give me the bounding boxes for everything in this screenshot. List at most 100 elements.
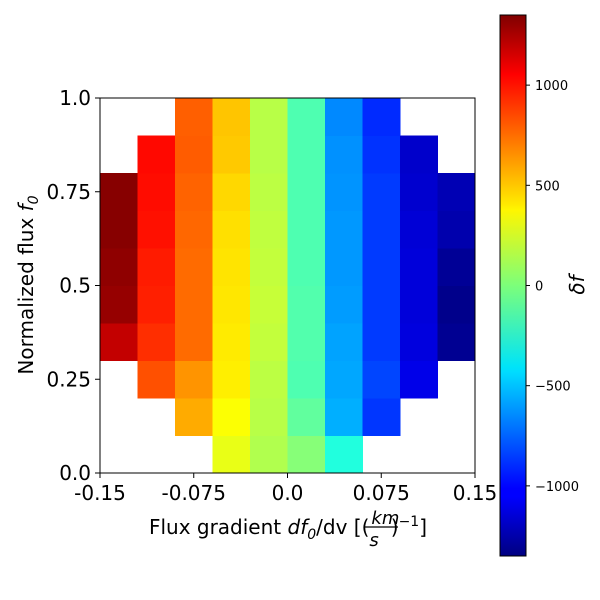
heatmap-cell [400,248,438,286]
colorbar-tick-label: −1000 [535,480,579,495]
colorbar [499,14,527,557]
heatmap-cell [100,285,138,324]
heatmap-cell [250,435,288,474]
heatmap-cell [400,210,438,249]
heatmap-cell [362,248,401,286]
heatmap-cell [100,323,138,361]
heatmap-cell [325,360,363,399]
heatmap-cell [250,173,288,211]
heatmap-cell [400,360,438,399]
heatmap-cell [437,173,476,211]
heatmap-cell [400,323,438,361]
colorbar-ticks: −1000 −500 0 500 1000 [526,79,579,495]
heatmap-cell [100,173,138,211]
y-tick-label: 0.5 [59,274,91,298]
heatmap-cell [362,398,401,436]
x-axis: -0.15 -0.075 0.0 0.075 0.15 [74,473,497,505]
heatmap-cell [325,248,363,286]
heatmap-cell [175,398,213,436]
heatmap-cell [325,398,363,436]
heatmap-cell [137,360,176,399]
y-tick-label: 0.0 [59,461,91,485]
heatmap-cell [250,248,288,286]
heatmap-cell [137,173,176,211]
heatmap-cell [437,248,476,286]
x-tick-label: 0.0 [272,481,304,505]
heatmap-cell [137,210,176,249]
heatmap-cell [325,135,363,174]
heatmap-cell [250,135,288,174]
heatmap-cell [287,98,326,136]
heatmap-cell [325,98,363,136]
heatmap-cell [362,98,401,136]
heatmap-cell [212,398,251,436]
y-axis: 0.0 0.25 0.5 0.75 1.0 [46,86,100,485]
heatmap-cell [437,323,476,361]
heatmap-cell [212,173,251,211]
heatmap-cell [325,323,363,361]
heatmap-cell [287,210,326,249]
heatmap-cell [175,210,213,249]
heatmap-cell [362,285,401,324]
heatmap-cell [100,248,138,286]
heatmap-cell [137,285,176,324]
heatmap-cell [212,323,251,361]
heatmap-cell [250,98,288,136]
heatmap-cell [362,135,401,174]
heatmap-cell [400,173,438,211]
colorbar-tick-label: 1000 [535,79,568,94]
heatmap-cell [287,435,326,474]
heatmap-cell [287,323,326,361]
heatmap-cell [325,435,363,474]
x-tick-label: -0.075 [162,481,226,505]
heatmap-cell [212,210,251,249]
heatmap-cell [437,210,476,249]
x-tick-label: 0.15 [453,481,498,505]
colorbar-tick-label: −500 [535,380,571,395]
heatmap-cell [400,135,438,174]
heatmap-cell [212,248,251,286]
heatmap-cell [212,360,251,399]
y-tick-label: 0.25 [46,367,91,391]
heatmap-cell [175,98,213,136]
heatmap-cell [250,398,288,436]
heatmap-cell [175,173,213,211]
y-axis-label: Normalized flux f0 [14,195,42,374]
heatmap-cell [137,248,176,286]
heatmap-cell [325,173,363,211]
heatmap-cell [175,285,213,324]
heatmap-cell [212,435,251,474]
colorbar-tick-label: 0 [535,280,543,295]
colorbar-label: δf [565,272,589,294]
x-tick-label: -0.15 [74,481,126,505]
heatmap-cell [137,323,176,361]
heatmap-cell [400,285,438,324]
heatmap-cell [175,135,213,174]
heatmap-cell [212,98,251,136]
heatmap-cell [250,285,288,324]
heatmap-cell [137,135,176,174]
heatmap-cell [325,285,363,324]
heatmap-cell [175,360,213,399]
heatmap-cell [287,173,326,211]
heatmap-cell [100,210,138,249]
heatmap-cell [212,135,251,174]
heatmap-cell [250,323,288,361]
heatmap-cell [437,285,476,324]
heatmap-cell [325,210,363,249]
y-tick-label: 1.0 [59,86,91,110]
heatmap-cell [362,210,401,249]
heatmap-cell [362,173,401,211]
y-tick-label: 0.75 [46,180,91,204]
x-tick-label: 0.075 [353,481,410,505]
heatmap-cells [100,98,476,474]
heatmap-cell [362,360,401,399]
heatmap-cell [287,285,326,324]
heatmap-cell [175,323,213,361]
heatmap-cell [250,360,288,399]
x-axis-label: Flux gradient df0/dv [(km s)−1] [149,508,427,551]
heatmap-cell [250,210,288,249]
colorbar-tick-label: 500 [535,179,560,194]
heatmap-cell [362,323,401,361]
